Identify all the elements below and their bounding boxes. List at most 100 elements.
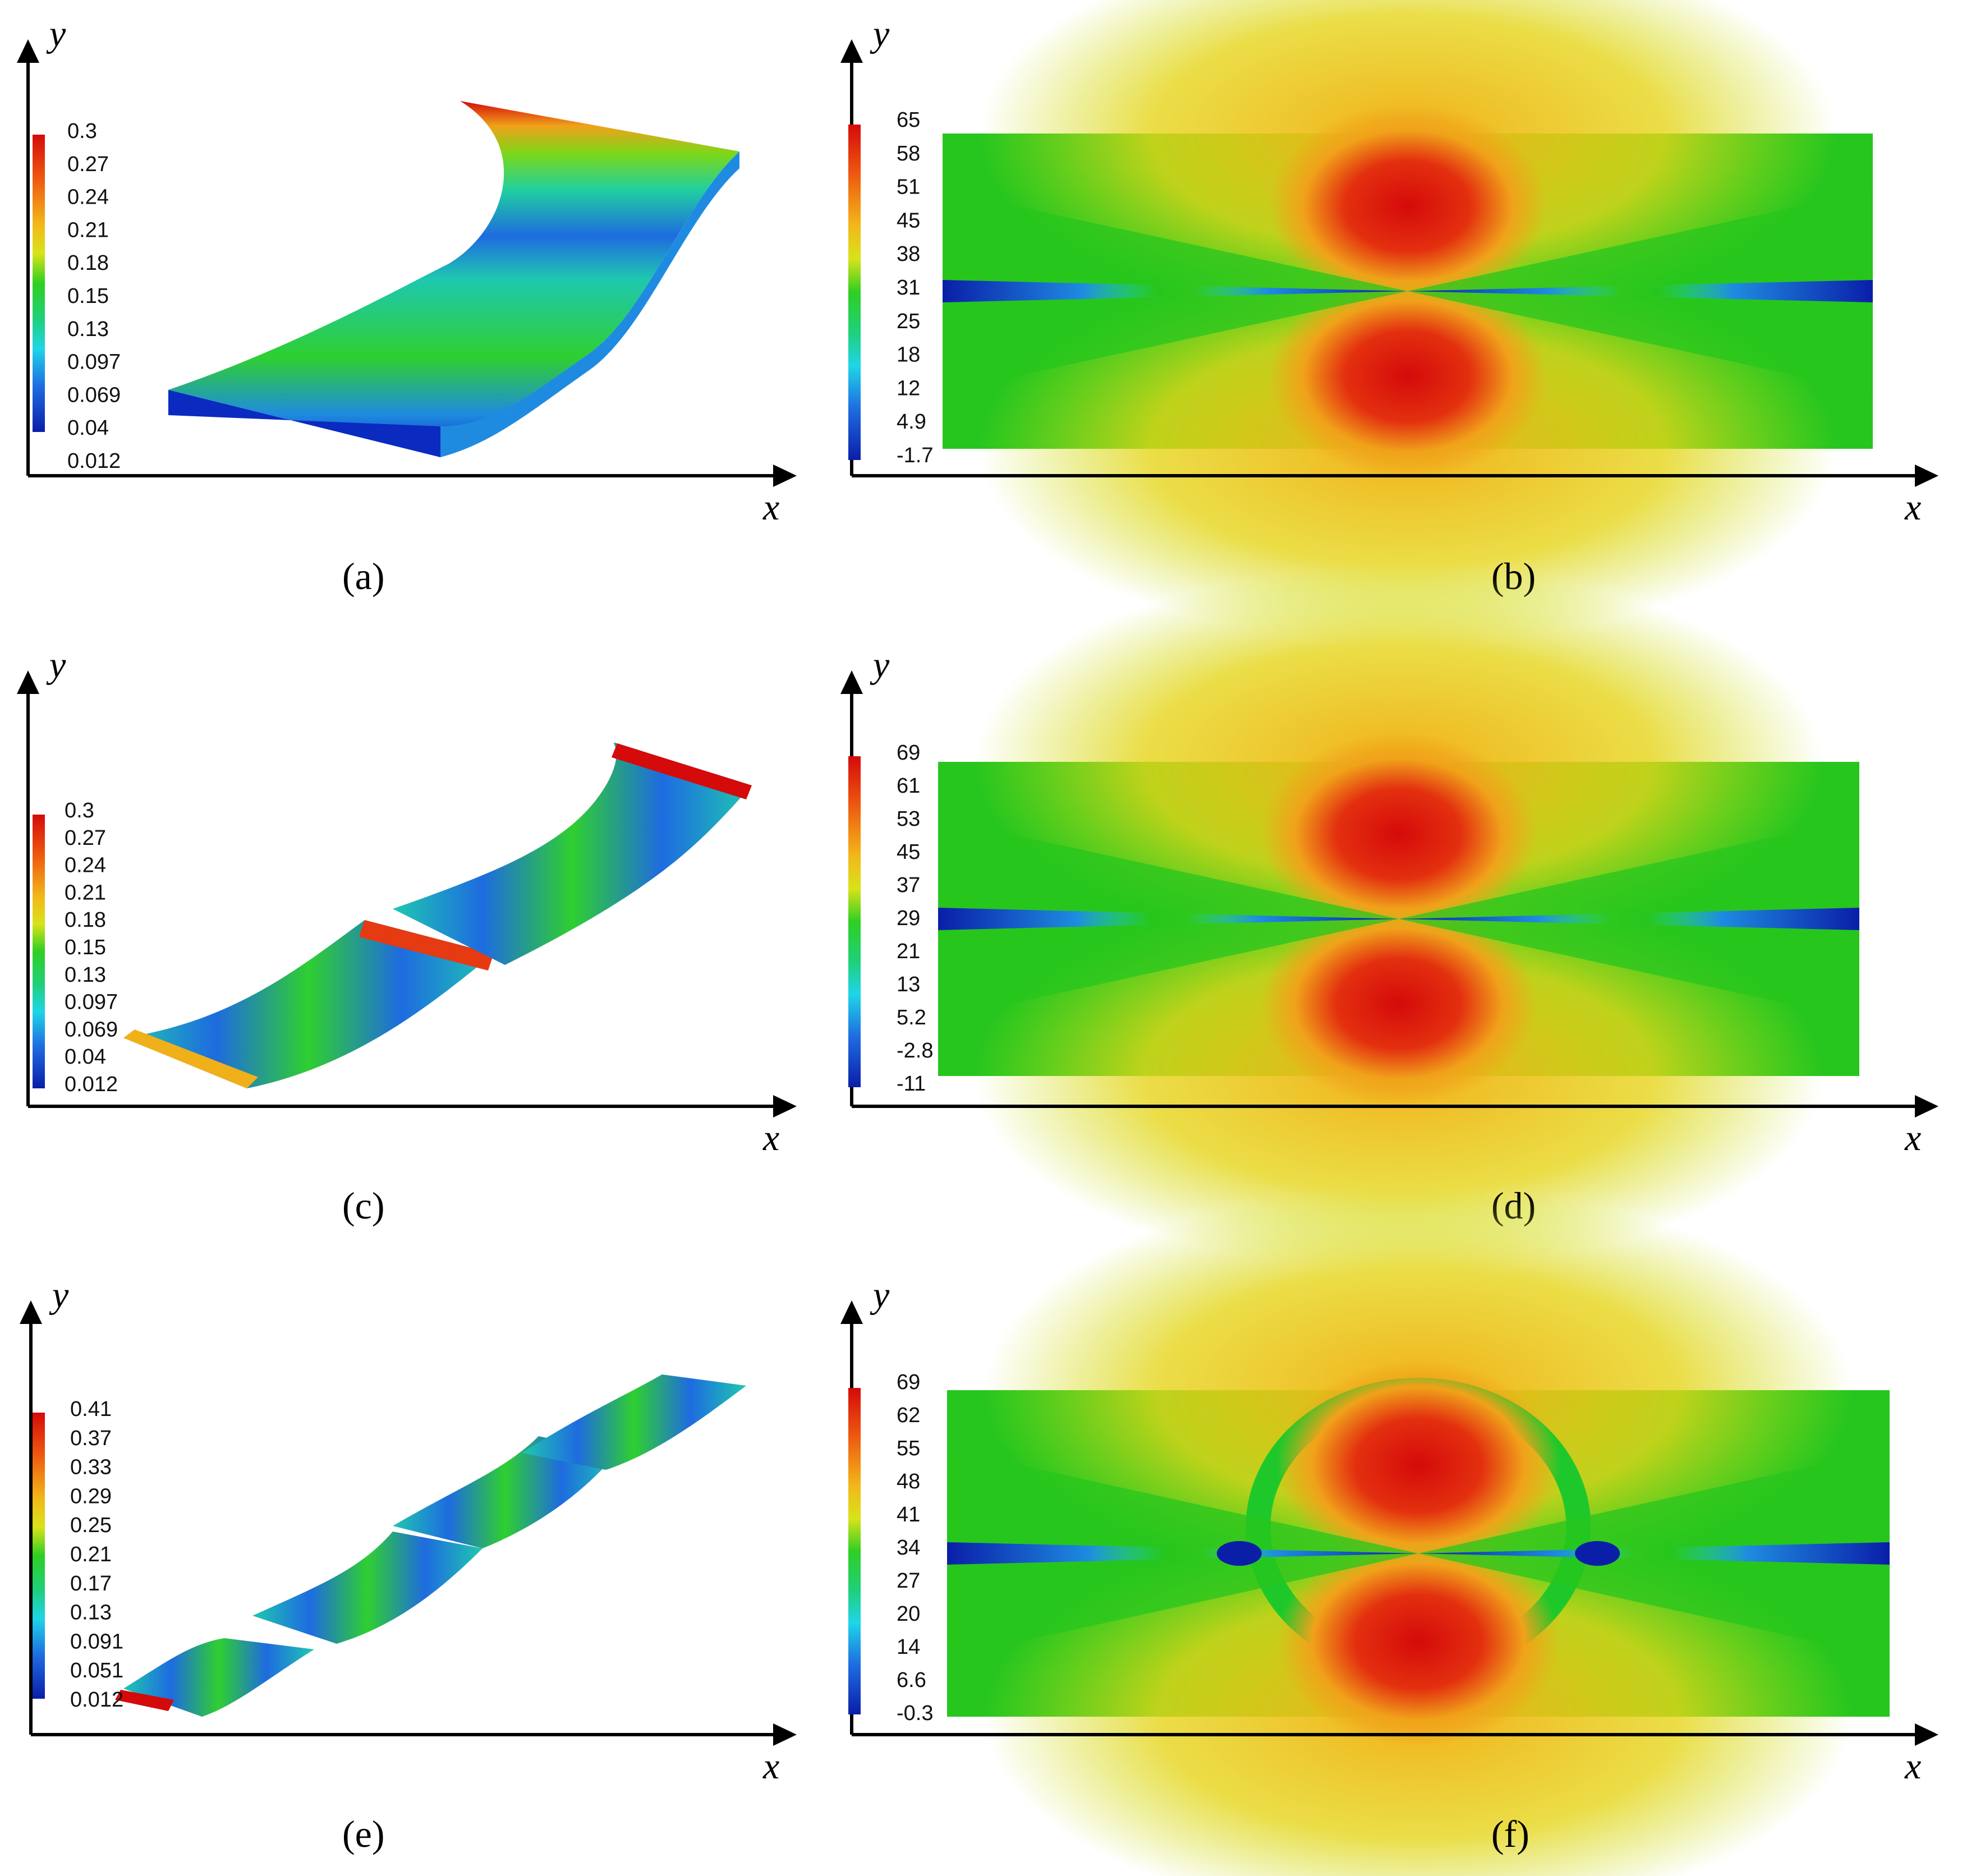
colorbar-tick-label: 53 (897, 807, 920, 831)
colorbar-d: 69 61 53 45 37 29 21 13 5.2 -2.8 -11 (848, 741, 933, 1096)
hot-lobe-bottom (1268, 275, 1547, 477)
strip-segment-3 (393, 1436, 617, 1548)
colorbar-tick-label: 0.21 (70, 1543, 112, 1566)
blue-band-right (1418, 1542, 1890, 1565)
colorbar-gradient (848, 756, 861, 1087)
strip-plot-e (115, 1374, 746, 1717)
colorbar-tick-label: -11 (897, 1072, 926, 1096)
x-arrow-icon (773, 465, 797, 487)
colorbar-tick-label: 14 (897, 1635, 920, 1659)
colorbar-tick-label: -1.7 (897, 444, 933, 467)
strip-gap-edge (359, 920, 494, 971)
hot-lobe-top (1268, 105, 1547, 307)
colorbar-tick-label: 0.29 (70, 1484, 112, 1508)
blue-node-left (1216, 1541, 1262, 1566)
colorbar-tick-label: 13 (897, 973, 920, 996)
strip-edge-face (168, 390, 440, 457)
field-plot-b (943, 0, 1873, 645)
colorbar-tick-label: 25 (897, 310, 920, 333)
colorbar-tick-label: 37 (897, 873, 920, 897)
colorbar-tick-label: 0.3 (67, 119, 97, 143)
colorbar-tick-label: 38 (897, 242, 920, 266)
colorbar-tick-label: 18 (897, 343, 920, 367)
x-axis-label: x (762, 1746, 779, 1787)
colorbar-c: 0.3 0.27 0.24 0.21 0.18 0.15 0.13 0.097 0.069 0.0… (33, 799, 118, 1096)
colorbar-b: 65 58 51 45 38 31 25 18 12 4.9 -1.7 (848, 108, 933, 467)
colorbar-tick-label: 0.069 (65, 1018, 118, 1041)
colorbar-tick-label: 0.097 (67, 351, 121, 374)
colorbar-tick-label: 65 (897, 108, 920, 132)
x-arrow-icon (1915, 1095, 1938, 1118)
x-axis-label: x (762, 1118, 779, 1158)
strip-side-face (440, 151, 739, 457)
x-axis-label: x (1904, 1746, 1921, 1787)
strip-top-surface (168, 101, 739, 457)
colorbar-tick-label: 31 (897, 276, 920, 300)
colorbar-tick-label: 0.27 (67, 153, 109, 176)
panel-caption-f: (f) (1491, 1813, 1529, 1855)
x-axis-label: x (1904, 1118, 1921, 1158)
colorbar-tick-label: 0.04 (67, 416, 109, 440)
colorbar-f: 69 62 55 48 41 34 27 20 14 6.6 -0.3 (848, 1371, 933, 1725)
colorbar-tick-label: 34 (897, 1536, 920, 1560)
y-axis-label: y (870, 1275, 890, 1316)
y-arrow-icon (17, 670, 39, 694)
colorbar-tick-label: 27 (897, 1569, 920, 1593)
strip-segment-1 (123, 920, 494, 1088)
colorbar-tick-label: 0.41 (70, 1397, 112, 1421)
colorbar-tick-label: 61 (897, 774, 920, 798)
colorbar-tick-label: 0.051 (70, 1659, 123, 1682)
axes-e: xy (20, 1275, 797, 1787)
colorbar-gradient (848, 125, 861, 460)
colorbar-tick-label: -0.3 (897, 1702, 933, 1725)
y-arrow-icon (20, 1300, 42, 1324)
strip-segment-2 (393, 742, 752, 965)
x-arrow-icon (773, 1095, 797, 1118)
colorbar-tick-label: 0.069 (67, 383, 121, 407)
blue-band-right (1408, 280, 1873, 302)
colorbar-gradient (848, 1388, 861, 1714)
blue-band-left (943, 280, 1408, 302)
colorbar-tick-label: -2.8 (897, 1039, 933, 1063)
y-arrow-icon (840, 39, 863, 63)
strip-top-edge (612, 743, 752, 799)
strip-segment-2 (252, 1532, 483, 1644)
y-arrow-icon (17, 39, 39, 63)
y-arrow-icon (840, 1300, 863, 1324)
colorbar-tick-label: 41 (897, 1503, 920, 1526)
panel-caption-e: (e) (342, 1813, 384, 1855)
colorbar-tick-label: 0.012 (67, 449, 121, 473)
colorbar-tick-label: 0.13 (70, 1601, 112, 1625)
colorbar-tick-label: 0.012 (70, 1688, 123, 1712)
hot-lobe-top (1277, 1360, 1560, 1570)
colorbar-tick-label: 0.13 (67, 318, 109, 341)
colorbar-tick-label: 21 (897, 940, 920, 963)
colorbar-tick-label: 69 (897, 741, 920, 765)
colorbar-gradient (33, 135, 45, 432)
colorbar-tick-label: 0.3 (65, 799, 94, 822)
blue-band-right (1399, 908, 1859, 930)
colorbar-tick-label: 0.21 (67, 218, 109, 242)
colorbar-tick-label: 0.27 (65, 826, 106, 850)
colorbar-tick-label: 0.15 (65, 936, 106, 959)
axes-c: xy (17, 645, 797, 1158)
x-arrow-icon (1915, 1723, 1938, 1746)
hot-lobe-top (1260, 733, 1537, 935)
colorbar-tick-label: 0.18 (65, 908, 106, 932)
y-axis-label: y (870, 13, 890, 54)
colorbar-tick-label: 0.24 (65, 854, 106, 877)
field-plot-f (947, 1188, 1890, 1876)
colorbar-tick-label: 29 (897, 907, 920, 930)
hot-lobe-bottom (1260, 903, 1537, 1105)
colorbar-gradient (33, 815, 45, 1088)
y-axis-label: y (46, 645, 66, 686)
y-axis-label: y (870, 645, 890, 686)
colorbar-tick-label: 0.13 (65, 963, 106, 987)
colorbar-tick-label: 0.097 (65, 991, 118, 1014)
blue-band-left (947, 1542, 1418, 1565)
colorbar-tick-label: 55 (897, 1437, 920, 1460)
colorbar-tick-label: 0.33 (70, 1456, 112, 1479)
strip-plot-a (168, 101, 739, 457)
colorbar-tick-label: 0.15 (67, 284, 109, 308)
strip-segment-1 (123, 1638, 314, 1717)
